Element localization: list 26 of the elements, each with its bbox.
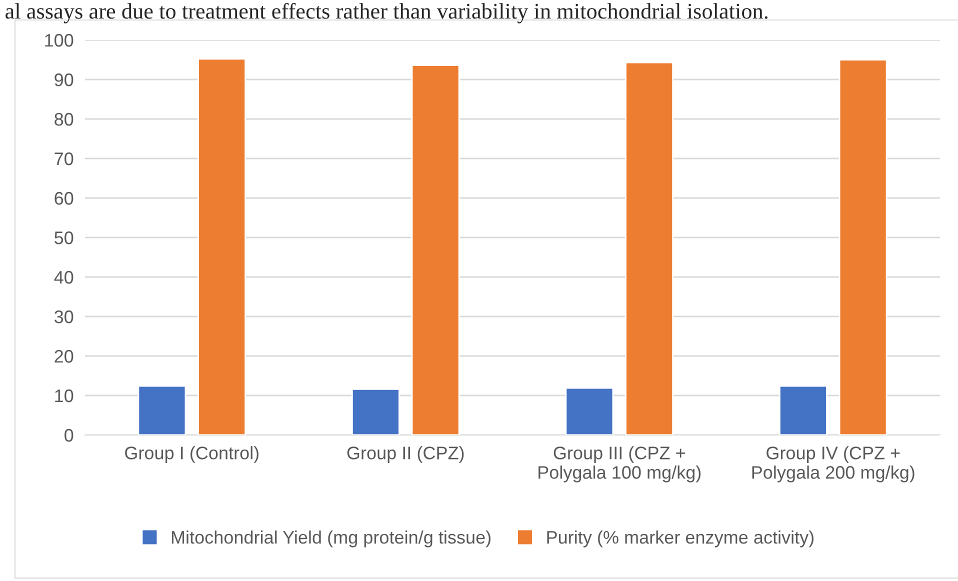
- x-tick-label: Group I (Control): [125, 446, 258, 463]
- y-tick-label: 50: [54, 231, 74, 244]
- bar: [838, 59, 888, 435]
- legend-label: Mitochondrial Yield (mg protein/g tissue): [172, 530, 490, 548]
- bar: [198, 58, 246, 435]
- bar: [351, 388, 400, 435]
- bar: [138, 385, 186, 435]
- y-tick-label: 60: [54, 192, 74, 205]
- y-tick-label: 70: [54, 152, 74, 166]
- x-tick-label: Group II (CPZ): [347, 446, 464, 463]
- x-tick-label: Group III (CPZ + Polygala 100 mg/kg): [538, 446, 701, 482]
- y-tick-label: 30: [54, 310, 74, 324]
- text: al assays are due to treatment effects rather than variability in mitochondrial isolation.: [6, 2, 768, 24]
- y-tick-label: 100: [45, 34, 74, 47]
- bar: [411, 64, 460, 435]
- y-tick-label: 40: [54, 270, 74, 284]
- y-tick-label: 0: [64, 428, 74, 442]
- y-tick-label: 20: [54, 350, 74, 363]
- y-tick-label: 90: [54, 73, 74, 86]
- y-tick-label: 80: [54, 112, 74, 126]
- y-tick-label: 10: [55, 389, 74, 402]
- bar: [565, 387, 614, 435]
- bar: [778, 385, 828, 435]
- x-tick-label: Group IV (CPZ + Polygala 200 mg/kg): [752, 446, 914, 482]
- legend-label: Purity (% marker enzyme activity): [547, 530, 814, 548]
- bar: [625, 62, 674, 435]
